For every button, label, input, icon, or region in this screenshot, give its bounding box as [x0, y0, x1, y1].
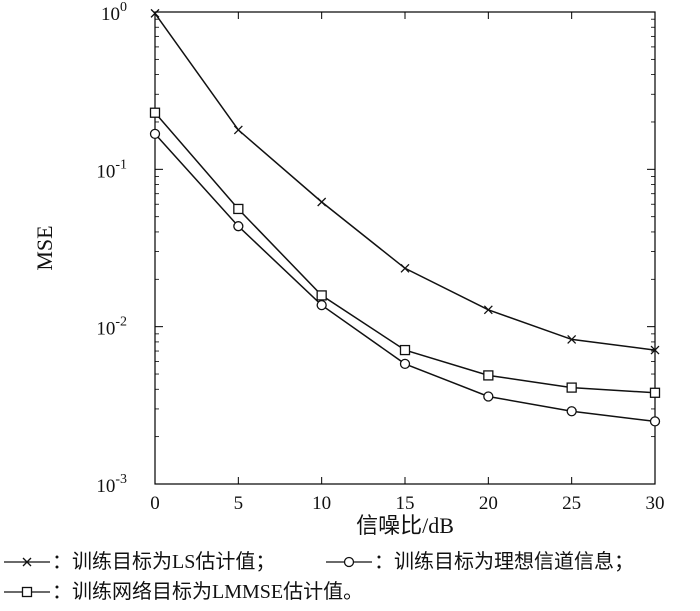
data-point [149, 128, 161, 140]
legend-series-name: 训练目标为理想信道信息； [394, 550, 634, 573]
data-point [649, 416, 661, 427]
series-line [154, 133, 656, 423]
data-point [649, 387, 661, 398]
legend-item: ：训练网络目标为LMMSE估计值。 [4, 580, 363, 603]
x-tick-label: 25 [562, 493, 581, 514]
x-tick-label: 10 [312, 493, 331, 514]
y-tick-label: 10-1 [96, 157, 127, 182]
legend-item: ：训练目标为LS估计值； [4, 550, 275, 573]
legend-separator: ： [374, 551, 394, 573]
data-point [483, 391, 494, 402]
legend-series-name: 训练目标为LS估计值； [72, 550, 275, 573]
y-tick-exponent: -1 [115, 157, 127, 172]
data-point [399, 344, 411, 356]
legend-label: ：训练网络目标为LMMSE估计值。 [52, 580, 363, 603]
data-point [149, 107, 161, 118]
x-tick-label: 0 [150, 493, 160, 514]
x-tick-label: 20 [479, 493, 498, 514]
plot-frame [154, 11, 656, 485]
legend-label: ：训练目标为理想信道信息； [374, 550, 634, 573]
data-point [567, 334, 577, 344]
data-point [233, 203, 244, 215]
data-point [650, 345, 660, 355]
data-point [316, 290, 327, 301]
y-tick-base: 10 [101, 4, 120, 25]
data-point [150, 8, 160, 18]
legend-series-name: 训练网络目标为LMMSE估计值。 [72, 580, 363, 603]
legend-item: ：训练目标为理想信道信息； [326, 550, 634, 573]
legend: ：训练目标为LS估计值； ：训练目标为理想信道信息；：训练网络目标为LMMSE估计… [4, 550, 634, 603]
data-point [566, 406, 577, 417]
y-tick-label: 10-3 [96, 472, 127, 497]
y-tick-exponent: -3 [115, 472, 127, 487]
data-point [316, 300, 327, 311]
x-axis-title: 信噪比/dB [356, 513, 454, 538]
data-point [566, 382, 577, 393]
series-2 [149, 107, 661, 398]
data-point [233, 125, 243, 135]
legend-separator: ： [52, 551, 72, 573]
x-tick-label: 30 [646, 493, 665, 514]
y-tick-base: 10 [96, 319, 115, 340]
y-axis-title: MSE [32, 225, 57, 270]
data-point [400, 263, 410, 273]
series-0 [150, 8, 660, 355]
y-tick-exponent: -2 [115, 315, 127, 330]
data-point [399, 358, 411, 370]
x-axis-ticks: 0 5 10 15 20 25 30 [150, 12, 665, 514]
legend-label: ：训练目标为LS估计值； [52, 550, 275, 573]
y-tick-label: 10-2 [96, 315, 127, 340]
data-point [483, 305, 493, 315]
y-tick-exponent: 0 [120, 0, 127, 15]
series-line [154, 12, 656, 351]
y-tick-base: 10 [96, 476, 115, 497]
data-point [233, 221, 244, 232]
x-tick-label: 15 [396, 493, 415, 514]
legend-marker [343, 556, 355, 568]
legend-marker [21, 586, 33, 598]
y-tick-base: 10 [96, 161, 115, 182]
legend-marker [22, 557, 32, 567]
data-point [483, 370, 494, 381]
x-tick-label: 5 [234, 493, 244, 514]
series-1 [149, 128, 661, 427]
data-point [317, 197, 327, 207]
y-tick-label: 100 [101, 0, 127, 25]
series-layer [149, 8, 661, 427]
legend-separator: ： [52, 581, 72, 603]
